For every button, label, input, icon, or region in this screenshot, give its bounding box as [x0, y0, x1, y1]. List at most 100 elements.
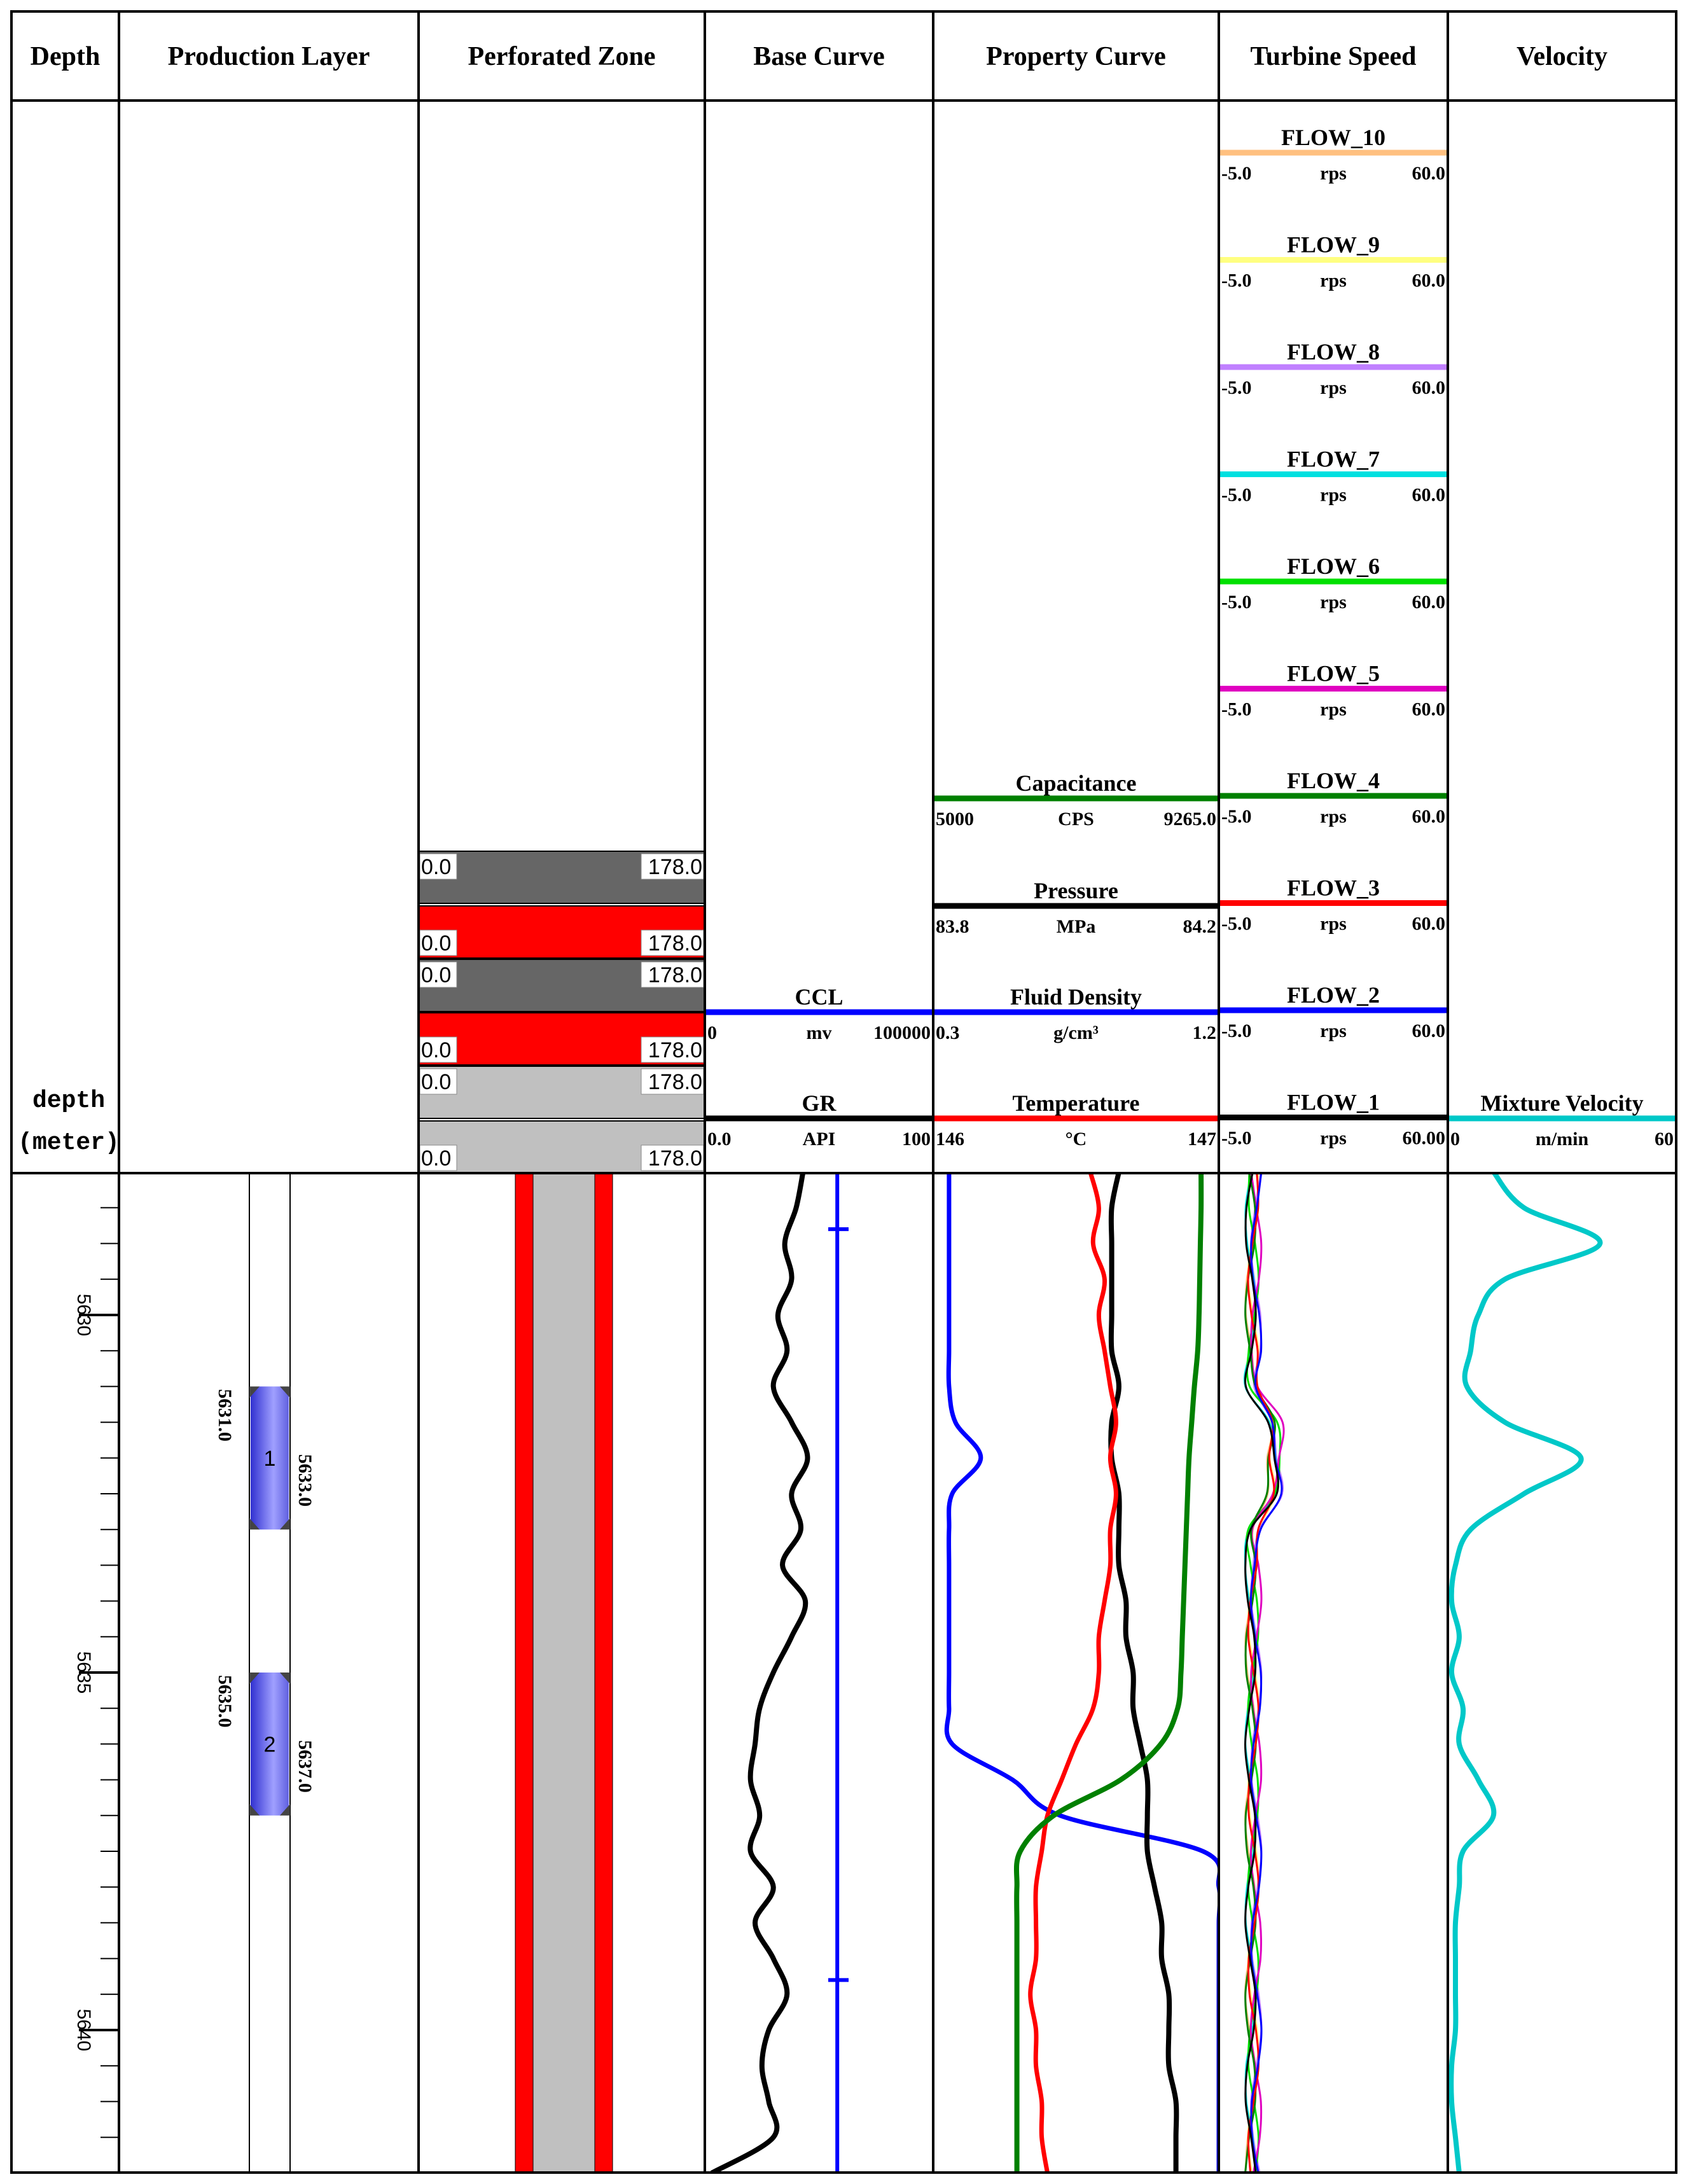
property-legend-fluid-density-unit: g/cm³: [1053, 1022, 1099, 1043]
turbine-legend-flow_2-name: FLOW_2: [1287, 982, 1380, 1008]
track-title-prop: Property Curve: [986, 42, 1166, 71]
perforation-left-value: 0.0: [421, 931, 451, 956]
perforation-left-value: 0.0: [421, 963, 451, 987]
property-legend-temperature-unit: °C: [1066, 1129, 1087, 1150]
perforation-right-value: 178.0: [648, 1038, 702, 1062]
turbine-legend-flow_10-unit: rps: [1320, 163, 1347, 184]
property-legend-fluid-density-max: 1.2: [1193, 1022, 1217, 1043]
base-legend-gr-min: 0.0: [707, 1129, 732, 1150]
turbine-legend-flow_10-name: FLOW_10: [1281, 125, 1385, 150]
perforation-left-box: [419, 929, 457, 956]
track-title-depth: Depth: [31, 42, 101, 71]
property-legend-pressure-min: 83.8: [936, 916, 969, 937]
perforation-right-box: [641, 1144, 704, 1171]
turbine-legend-flow_9-unit: rps: [1320, 270, 1347, 291]
property-legend-pressure-max: 84.2: [1183, 916, 1217, 937]
property-legend-fluid-density-name: Fluid Density: [1010, 984, 1142, 1010]
plot-area: 5630 5635 5640 1 5631.0 5633.0 2 5635.0 5637.0: [73, 1172, 1603, 2173]
turbine-legend-flow_3-unit: rps: [1320, 914, 1347, 935]
layer-marker: [280, 1673, 290, 1684]
track-title-turb: Turbine Speed: [1250, 42, 1416, 71]
layer-marker: [280, 1518, 290, 1530]
perforation-right-box: [641, 1068, 704, 1095]
turbine-legend-flow_8-min: -5.0: [1221, 377, 1252, 398]
production-layer-top: 5635.0: [214, 1675, 235, 1728]
header-legends: depth(meter)FLOW_10-5.0 rps 60.0FLOW_9-5.0…: [18, 125, 1676, 1174]
turbine-legend-flow_4-max: 60.0: [1412, 806, 1446, 827]
track-title-layer: Production Layer: [168, 42, 370, 71]
layer-marker: [249, 1804, 260, 1816]
property-legend-pressure-name: Pressure: [1034, 878, 1118, 903]
gr-curve: [710, 1173, 810, 2173]
turbine-legend-flow_1-min: -5.0: [1221, 1128, 1252, 1149]
capacitance-curve: [1013, 1173, 1204, 2173]
depth-tick-label: 5635: [73, 1652, 94, 1694]
turbine-legend-flow_6-min: -5.0: [1221, 592, 1252, 613]
track-titles: Depth Production Layer Perforated Zone Base…: [31, 42, 1607, 71]
turbine-legend-flow_8-name: FLOW_8: [1287, 339, 1380, 365]
base-legend-ccl-max: 100000: [873, 1022, 931, 1043]
turbine-legend-flow_7-unit: rps: [1320, 485, 1347, 506]
perforation-left-box: [419, 1068, 457, 1095]
property-legend-temperature-max: 147: [1188, 1129, 1216, 1150]
velocity-legend-unit: m/min: [1536, 1129, 1589, 1150]
perforation-left-value: 0.0: [421, 1038, 451, 1062]
velocity-legend-name: Mixture Velocity: [1480, 1090, 1643, 1116]
property-legend-pressure-unit: MPa: [1057, 916, 1096, 937]
track-title-base: Base Curve: [753, 42, 884, 71]
turbine-legend-flow_9-min: -5.0: [1221, 270, 1252, 291]
perforation-right-value: 178.0: [648, 963, 702, 987]
depth-header-unit: (meter): [18, 1129, 120, 1157]
layer-marker: [280, 1804, 290, 1816]
turbine-legend-flow_10-min: -5.0: [1221, 163, 1252, 184]
depth-tick-label: 5630: [73, 1294, 94, 1337]
property-legend-temperature-min: 146: [936, 1129, 964, 1150]
perforation-right-box: [641, 853, 704, 880]
turbine-legend-flow_3-name: FLOW_3: [1287, 875, 1380, 901]
perforation-left-band: [515, 1172, 534, 2173]
production-layer-2: [251, 1673, 289, 1816]
turbine-legend-flow_6-name: FLOW_6: [1287, 553, 1380, 579]
turbine-legend-flow_3-min: -5.0: [1221, 914, 1252, 935]
turbine-curve-6: [1244, 1173, 1276, 2173]
turbine-legend-flow_4-min: -5.0: [1221, 806, 1252, 827]
turbine-legend-flow_4-name: FLOW_4: [1287, 768, 1380, 793]
turbine-legend-flow_8-unit: rps: [1320, 377, 1347, 398]
perforation-left-value: 0.0: [421, 855, 451, 879]
base-legend-ccl-name: CCL: [795, 984, 843, 1010]
perforation-left-box: [419, 1144, 457, 1171]
base-legend-gr-name: GR: [802, 1090, 837, 1116]
perforation-right-value: 178.0: [648, 1070, 702, 1094]
perforation-right-value: 178.0: [648, 855, 702, 879]
property-legend-capacitance-min: 5000: [936, 809, 974, 830]
temperature-curve: [1028, 1173, 1118, 2173]
turbine-legend-flow_8-max: 60.0: [1412, 377, 1446, 398]
perforation-left-value: 0.0: [421, 1070, 451, 1094]
production-layer-bottom: 5633.0: [295, 1454, 316, 1507]
perforation-right-band: [594, 1172, 613, 2173]
outer-frame: [10, 10, 1677, 2174]
perforation-right-value: 178.0: [648, 1146, 702, 1171]
perforation-left-box: [419, 1036, 457, 1063]
turbine-legend-flow_2-max: 60.0: [1412, 1020, 1446, 1041]
turbine-legend-flow_5-max: 60.0: [1412, 699, 1446, 720]
production-layer-bottom: 5637.0: [295, 1740, 316, 1793]
turbine-legend-flow_5-unit: rps: [1320, 699, 1347, 720]
production-layer-id: 1: [264, 1447, 276, 1471]
turbine-legend-flow_7-max: 60.0: [1412, 485, 1446, 506]
turbine-legend-flow_5-name: FLOW_5: [1287, 661, 1380, 686]
velocity-legend-max: 60: [1655, 1129, 1674, 1150]
layer-marker: [249, 1518, 260, 1530]
property-legend-capacitance-name: Capacitance: [1016, 770, 1137, 796]
turbine-legend-flow_2-unit: rps: [1320, 1020, 1347, 1041]
perforation-right-value: 178.0: [648, 931, 702, 956]
property-legend-capacitance-max: 9265.0: [1164, 809, 1217, 830]
turbine-legend-flow_7-min: -5.0: [1221, 485, 1252, 506]
turbine-legend-flow_9-name: FLOW_9: [1287, 232, 1380, 258]
layer-marker: [249, 1673, 260, 1684]
velocity-legend-min: 0: [1450, 1129, 1460, 1150]
layer-marker: [249, 1386, 260, 1398]
turbine-legend-flow_7-name: FLOW_7: [1287, 447, 1380, 472]
mixture-velocity-curve: [1448, 1173, 1603, 2173]
